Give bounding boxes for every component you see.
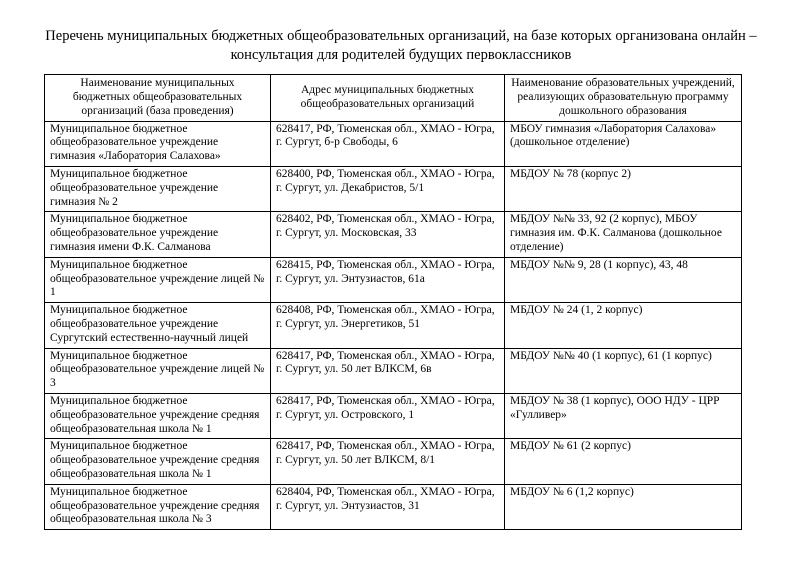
- table-row: Муниципальное бюджетное общеобразователь…: [44, 166, 742, 213]
- organizations-table: Наименование муниципальных бюджетных общ…: [44, 74, 742, 531]
- cell-address: 628415, РФ, Тюменская обл., ХМАО - Югра,…: [270, 256, 505, 304]
- cell-address: 628417, РФ, Тюменская обл., ХМАО - Югра,…: [270, 392, 505, 440]
- cell-preschool: МБДОУ №№ 40 (1 корпус), 61 (1 корпус): [504, 347, 742, 394]
- table-row: Муниципальное бюджетное общеобразователь…: [44, 256, 742, 304]
- cell-address: 628404, РФ, Тюменская обл., ХМАО - Югра,…: [270, 483, 505, 531]
- table-row: Муниципальное бюджетное общеобразователь…: [44, 302, 742, 349]
- page-title: Перечень муниципальных бюджетных общеобр…: [45, 28, 757, 64]
- cell-address: 628400, РФ, Тюменская обл., ХМАО - Югра,…: [270, 166, 505, 213]
- header-cell-org-name: Наименование муниципальных бюджетных общ…: [44, 74, 271, 122]
- cell-address: 628417, РФ, Тюменская обл., ХМАО - Югра,…: [270, 438, 505, 485]
- cell-address: 628402, РФ, Тюменская обл., ХМАО - Югра,…: [270, 211, 505, 258]
- cell-org-name: Муниципальное бюджетное общеобразователь…: [44, 302, 271, 349]
- cell-org-name: Муниципальное бюджетное общеобразователь…: [44, 392, 271, 440]
- cell-preschool: МБДОУ № 38 (1 корпус), ООО НДУ - ЦРР «Гу…: [504, 392, 742, 440]
- table-row: Муниципальное бюджетное общеобразователь…: [44, 347, 742, 394]
- header-cell-preschool: Наименование образовательных учреждений,…: [504, 74, 742, 122]
- cell-address: 628408, РФ, Тюменская обл., ХМАО - Югра,…: [270, 302, 505, 349]
- cell-preschool: МБДОУ № 61 (2 корпус): [504, 438, 742, 485]
- table-row: Муниципальное бюджетное общеобразователь…: [44, 211, 742, 258]
- cell-preschool: МБДОУ №№ 33, 92 (2 корпус), МБОУ гимнази…: [504, 211, 742, 258]
- cell-preschool: МБДОУ № 6 (1,2 корпус): [504, 483, 742, 531]
- cell-org-name: Муниципальное бюджетное общеобразователь…: [44, 211, 271, 258]
- table-row: Муниципальное бюджетное общеобразователь…: [44, 120, 742, 168]
- table-header-row: Наименование муниципальных бюджетных общ…: [44, 74, 742, 122]
- cell-preschool: МБДОУ № 78 (корпус 2): [504, 166, 742, 213]
- cell-org-name: Муниципальное бюджетное общеобразователь…: [44, 483, 271, 531]
- header-cell-address: Адрес муниципальных бюджетных общеобразо…: [270, 74, 505, 122]
- cell-org-name: Муниципальное бюджетное общеобразователь…: [44, 120, 271, 168]
- cell-org-name: Муниципальное бюджетное общеобразователь…: [44, 347, 271, 394]
- table-row: Муниципальное бюджетное общеобразователь…: [44, 438, 742, 485]
- table-row: Муниципальное бюджетное общеобразователь…: [44, 483, 742, 531]
- cell-address: 628417, РФ, Тюменская обл., ХМАО - Югра,…: [270, 120, 505, 168]
- cell-preschool: МБДОУ № 24 (1, 2 корпус): [504, 302, 742, 349]
- cell-org-name: Муниципальное бюджетное общеобразователь…: [44, 166, 271, 213]
- table-row: Муниципальное бюджетное общеобразователь…: [44, 392, 742, 440]
- cell-address: 628417, РФ, Тюменская обл., ХМАО - Югра,…: [270, 347, 505, 394]
- cell-preschool: МБОУ гимназия «Лаборатория Салахова» (до…: [504, 120, 742, 168]
- cell-org-name: Муниципальное бюджетное общеобразователь…: [44, 438, 271, 485]
- cell-preschool: МБДОУ №№ 9, 28 (1 корпус), 43, 48: [504, 256, 742, 304]
- cell-org-name: Муниципальное бюджетное общеобразователь…: [44, 256, 271, 304]
